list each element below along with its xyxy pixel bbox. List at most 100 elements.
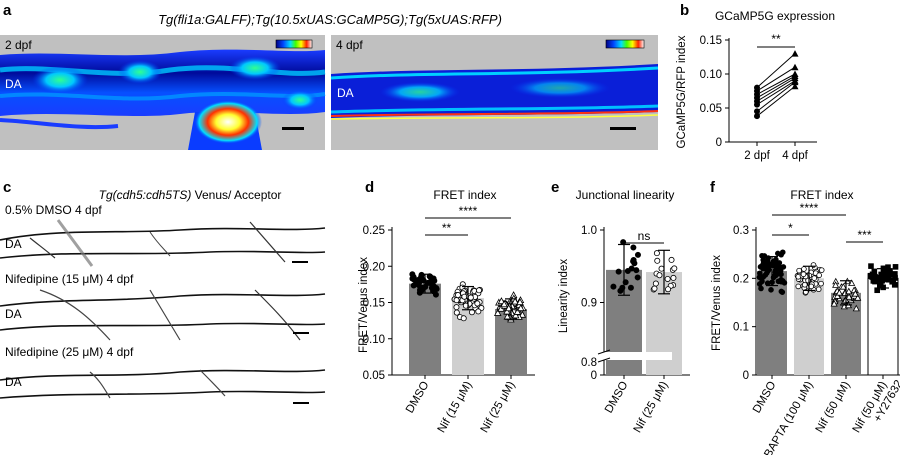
panel-f-point [778,251,784,258]
panel-c-nif15-da: DA [5,307,22,321]
panel-e-point [665,286,672,293]
panel-f-point [764,280,771,287]
panel-d-letter: d [365,179,374,196]
panel-d-ytick-label: 0.20 [363,261,385,273]
panel-f-ytick-label: 0.2 [733,273,749,285]
panel-e-ylabel: Linearity index [558,259,570,333]
panel-d-point [511,311,520,319]
panel-f-point [867,272,874,279]
panel-d-point [517,304,525,312]
panel-f-point [848,279,856,286]
panel-e-ytick-label: 1.0 [581,225,597,237]
panel-c-nif15-label: Nifedipine (15 μM) 4 dpf [5,272,134,286]
panel-e-point [617,287,624,294]
panel-f: f FRET index FRET/Venus index 0 0.1 0.2 0.3… [710,179,900,455]
panel-f-point [773,256,779,263]
panel-e-point [671,265,678,272]
panel-f-point [795,283,802,290]
panel-c-letter: c [3,179,11,196]
panel-e-point [624,267,631,274]
panel-d-point [516,298,524,306]
panel-e-ytick-label: 0 [591,370,597,382]
panel-f-ytick-label: 0 [743,370,749,382]
panel-e-point [651,285,658,292]
panel-f-point [878,275,885,282]
panel-d-ylabel: FRET/Venus index [358,257,370,353]
panel-c-image-dmso [0,218,326,267]
panel-e-point [633,267,640,274]
panel-b-letter: b [680,2,689,19]
panel-c-image-nif25 [0,364,326,410]
panel-b-point-4dpf [791,63,799,71]
panel-b-pair-line [756,73,796,95]
panel-f-point [832,281,840,288]
panel-b-xtick-label: 4 dpf [782,150,808,162]
panel-d-point [475,308,482,315]
panel-e-xtick-label: Nif (25 μM) [632,379,671,435]
panel-f-point [835,289,843,296]
panel-d-point [460,315,467,322]
panel-e-axis-break-mark [597,349,611,355]
panel-f-point [876,282,883,289]
panel-e-axis-break-gap [596,352,672,360]
panel-b-pair-line [756,85,796,117]
panel-d-title: FRET index [433,188,496,202]
panel-e-point [658,265,665,272]
panel-a: a Tg(fli1a:GALFF);Tg(10.5xUAS:GCaMP5G);T… [0,2,659,150]
panel-f-point [775,262,781,268]
panel-d-ytick-label: 0.10 [363,334,385,346]
panel-d-ytick-label: 0.15 [363,298,385,310]
panel-f-point [890,277,897,284]
panel-d-xtick-label: Nif (15 μM) [436,379,475,435]
panel-f-point [892,264,899,270]
panel-e-point [634,251,641,258]
panel-f-xtick-label: DMSO [751,379,779,415]
panel-f-point [778,276,784,283]
panel-e: e Junctional linearity Linearity index 0… [551,179,690,435]
panel-f-point [778,288,785,295]
panel-d-point [453,297,460,304]
panel-e-letter: e [551,179,559,196]
panel-a-2dpf-label: 2 dpf [5,38,32,52]
panel-f-point [768,287,774,293]
panel-f-sig-label: * [788,221,793,235]
panel-b-pair-line [756,80,796,106]
panel-d-point [417,275,424,282]
panel-f-point [818,267,825,273]
panel-d-point [493,309,502,316]
panel-f-bar [867,277,899,376]
panel-b-xtick-label: 2 dpf [744,150,770,162]
panel-d-point [511,297,519,305]
panel-f-point [758,285,764,292]
panel-f-ylabel: FRET/Venus index [711,255,723,351]
panel-d-ytick-label: 0.25 [363,225,385,237]
panel-d: d FRET index FRET/Venus index 0.05 0.10 0.… [358,179,535,435]
panel-f-point [780,264,787,270]
panel-d-point [428,284,435,291]
panel-f-point [801,266,807,272]
panel-f-point [800,271,807,278]
panel-f-point [833,292,841,299]
panel-f-sig-label: *** [857,228,871,242]
panel-d-point [513,307,522,315]
panel-b-point-4dpf [791,82,799,90]
panel-f-point [887,268,893,274]
panel-b-point-2dpf [754,113,760,120]
panel-f-point [811,275,818,281]
panel-f-xtick-label: Nif (50 μM)+Y27632 [851,372,900,442]
panel-d-xtick-label: DMSO [404,379,432,415]
panel-f-title: FRET index [790,188,853,202]
panel-b-sig-label: ** [771,32,781,46]
panel-d-sig-label: **** [459,204,478,218]
panel-b-pair-line [756,53,796,88]
panel-d-point [428,280,435,287]
panel-d-point [453,304,460,311]
panel-d-point [500,300,508,308]
panel-f-point [818,280,824,287]
panel-d-point [474,300,481,307]
panel-b-pair-line [756,66,796,92]
panel-f-point [885,276,892,282]
panel-e-point [668,256,675,263]
panel-c-image-nif15 [0,287,326,344]
